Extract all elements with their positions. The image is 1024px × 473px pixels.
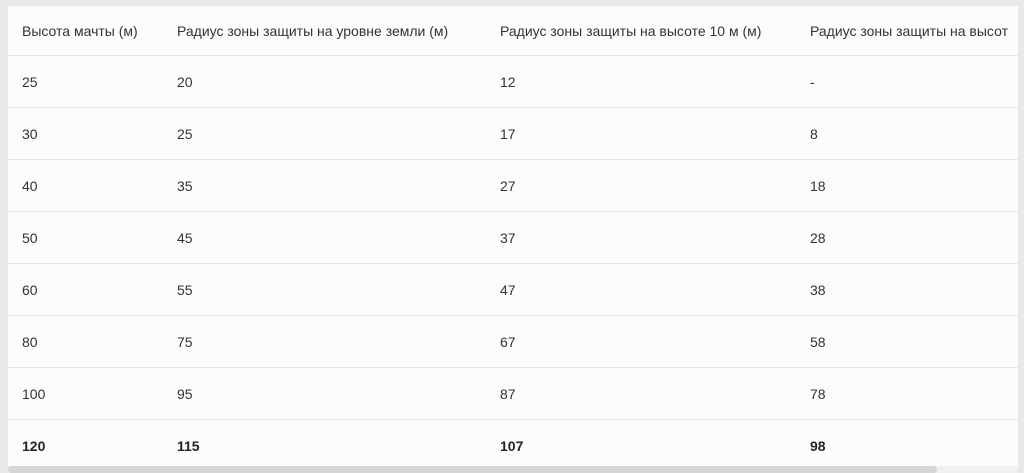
table-cell: 67 [486,315,796,368]
table-cell: 107 [486,419,796,466]
table-cell: 8 [796,107,1018,160]
table-cell: 25 [8,55,163,108]
table-cell: 30 [8,107,163,160]
table-row: 40 35 27 18 [8,159,1018,212]
table-row: 80 75 67 58 [8,315,1018,368]
table-cell: 20 [163,55,486,108]
table-cell: 75 [163,315,486,368]
table-header-row: Высота мачты (м) Радиус зоны защиты на у… [8,6,1018,56]
table-cell: 38 [796,263,1018,316]
table-cell: 78 [796,367,1018,420]
table-row: 120 115 107 98 [8,419,1018,466]
table-cell: 98 [796,419,1018,466]
header-radius-10m: Радиус зоны защиты на высоте 10 м (м) [500,22,762,39]
table-row: 25 20 12- [8,55,1018,108]
table-cell: 95 [163,367,486,420]
table-cell: 50 [8,211,163,264]
table-cell: 87 [486,367,796,420]
table-row: 50 45 37 28 [8,211,1018,264]
horizontal-scrollbar[interactable] [8,466,1018,473]
table-cell: 12 [486,55,796,108]
table-cell: 40 [8,159,163,212]
table-cell: 80 [8,315,163,368]
table-cell: 58 [796,315,1018,368]
table-cell: 115 [163,419,486,466]
table-cell: 47 [486,263,796,316]
table-cell: 100 [8,367,163,420]
mast-protection-table: Высота мачты (м) Радиус зоны защиты на у… [8,6,1018,466]
table-row: 30 25 17 8 [8,107,1018,160]
header-mast-height: Высота мачты (м) [22,22,138,39]
header-radius-other: Радиус зоны защиты на высот [810,22,1008,39]
table-cell: 27 [486,159,796,212]
table-cell: 55 [163,263,486,316]
data-table-container: Высота мачты (м) Радиус зоны защиты на у… [8,6,1018,466]
table-cell: 120 [8,419,163,466]
table-row: 60 55 47 38 [8,263,1018,316]
table-cell: 37 [486,211,796,264]
scrollbar-thumb[interactable] [8,466,938,473]
table-cell: 45 [163,211,486,264]
table-cell: 25 [163,107,486,160]
table-cell: 60 [8,263,163,316]
table-cell: 18 [796,159,1018,212]
table-cell: 28 [796,211,1018,264]
table-row: 100 95 87 78 [8,367,1018,420]
table-cell: - [796,55,1018,108]
table-cell: 35 [163,159,486,212]
table-cell: 17 [486,107,796,160]
header-radius-ground: Радиус зоны защиты на уровне земли (м) [177,22,449,39]
